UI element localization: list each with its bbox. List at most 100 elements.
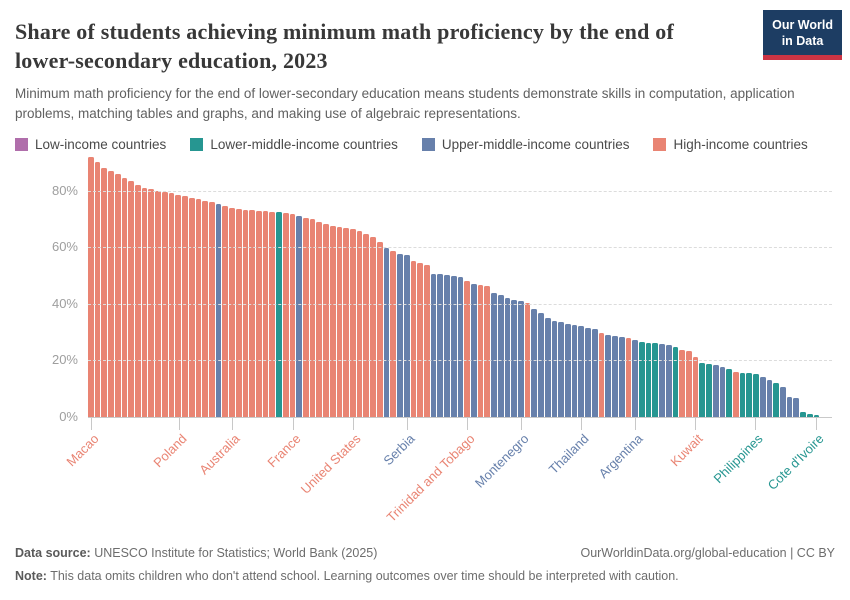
bar[interactable] [618,336,625,417]
bar-macao[interactable] [88,156,94,417]
bar[interactable] [121,177,128,417]
bar[interactable] [303,217,309,417]
legend-item-high-income-countries[interactable]: High-income countries [653,137,808,152]
bar[interactable] [773,383,780,417]
bar[interactable] [255,210,262,417]
bar[interactable] [417,262,423,417]
bar[interactable] [343,228,350,417]
bar[interactable] [766,379,773,417]
bar[interactable] [605,335,612,417]
bar[interactable] [685,351,692,417]
bar[interactable] [491,293,497,417]
bar[interactable] [128,180,135,417]
bar[interactable] [706,364,712,417]
bar[interactable] [370,237,376,417]
bar[interactable] [665,345,672,417]
bar[interactable] [759,377,766,417]
bar[interactable] [376,241,383,417]
bar[interactable] [457,277,464,417]
bar[interactable] [672,346,679,417]
bar[interactable] [114,173,121,417]
bar-united-states[interactable] [350,229,356,417]
bar[interactable] [296,216,302,417]
bar[interactable] [410,260,417,417]
bar[interactable] [242,209,249,417]
bar[interactable] [484,286,491,417]
legend-item-upper-middle-income-countries[interactable]: Upper-middle-income countries [421,137,629,152]
bar[interactable] [793,398,800,417]
bar[interactable] [786,396,793,417]
bar[interactable] [188,197,195,417]
bar[interactable] [383,247,390,417]
bar[interactable] [585,327,591,417]
bar[interactable] [524,303,531,417]
bar[interactable] [336,227,343,417]
bar[interactable] [141,187,148,417]
x-axis-label-kuwait[interactable]: Kuwait [667,431,706,470]
bar-montenegro[interactable] [518,301,524,417]
bar-cote-d-ivoire[interactable] [813,415,820,417]
x-axis-label-cote-d-ivoire[interactable]: Cote d'Ivoire [764,431,827,493]
bar[interactable] [282,213,289,417]
bar[interactable] [638,342,645,417]
bar[interactable] [94,162,101,417]
bar-poland[interactable] [175,194,182,417]
bar[interactable] [168,193,175,417]
bar[interactable] [565,323,571,417]
bar[interactable] [739,372,746,417]
bar-philippines[interactable] [753,374,759,417]
bar[interactable] [571,325,578,417]
bar-serbia[interactable] [403,255,410,417]
bar[interactable] [437,274,444,417]
bar[interactable] [397,254,403,417]
bar[interactable] [733,372,739,417]
x-axis-label-france[interactable]: France [263,431,304,471]
bar[interactable] [195,199,202,417]
bar[interactable] [806,413,813,417]
bar[interactable] [625,338,632,417]
bar[interactable] [477,285,484,417]
bar[interactable] [538,313,544,417]
bar[interactable] [356,230,363,417]
bar[interactable] [249,210,255,417]
bar[interactable] [108,170,114,417]
bar[interactable] [652,343,659,417]
bar-france[interactable] [289,214,296,417]
bar-kuwait[interactable] [692,357,699,417]
bar-trinidad-and-tobago[interactable] [464,281,470,417]
bar[interactable] [430,273,437,417]
bar[interactable] [591,329,598,417]
bar[interactable] [208,201,215,417]
bar[interactable] [316,221,323,417]
bar[interactable] [598,332,605,417]
bar[interactable] [262,211,269,417]
bar[interactable] [679,349,685,417]
bar[interactable] [363,233,370,417]
bar[interactable] [235,209,242,417]
legend-item-low-income-countries[interactable]: Low-income countries [15,137,166,152]
bar[interactable] [470,284,477,417]
bar[interactable] [645,342,652,417]
bar[interactable] [558,321,565,417]
bar[interactable] [726,369,732,417]
x-axis-label-philippines[interactable]: Philippines [710,431,766,487]
bar[interactable] [222,206,229,417]
bar[interactable] [390,251,397,417]
bar[interactable] [612,336,618,417]
bar[interactable] [800,411,806,417]
bar[interactable] [746,373,753,417]
bar[interactable] [551,320,558,417]
bar[interactable] [444,275,450,417]
bar[interactable] [276,212,282,417]
bar-thailand[interactable] [578,326,585,417]
footer-license-link[interactable]: OurWorldinData.org/global-education | CC… [580,546,835,560]
bar[interactable] [423,264,430,417]
bar[interactable] [148,189,155,417]
bar[interactable] [182,196,188,417]
bar[interactable] [497,294,504,417]
legend-item-lower-middle-income-countries[interactable]: Lower-middle-income countries [190,137,398,152]
bar[interactable] [323,224,329,417]
bar[interactable] [780,387,786,417]
bar[interactable] [659,344,665,417]
owid-logo[interactable]: Our World in Data [763,10,842,60]
